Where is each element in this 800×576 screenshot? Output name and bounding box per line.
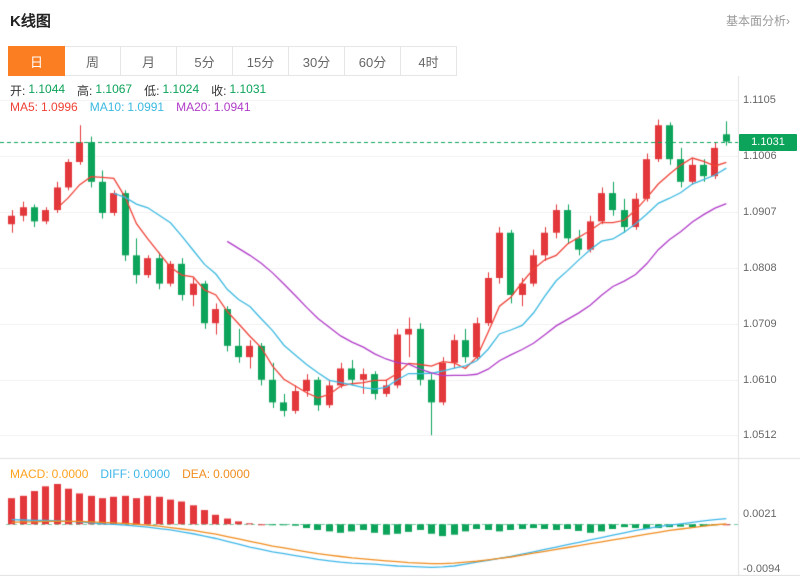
tab-month[interactable]: 月 bbox=[120, 46, 177, 76]
tab-week[interactable]: 周 bbox=[64, 46, 121, 76]
ma10-value: 1.0991 bbox=[127, 100, 165, 114]
high-label: 高: bbox=[77, 84, 93, 98]
diff-value-legend: DIFF: 0.0000 bbox=[100, 467, 170, 481]
dea-value-legend: DEA: 0.0000 bbox=[182, 467, 250, 481]
close-value: 1.1031 bbox=[229, 82, 267, 96]
high-pair: 高: 1.1067 bbox=[77, 82, 132, 99]
low-value: 1.1024 bbox=[162, 82, 200, 96]
high-value: 1.1067 bbox=[95, 82, 133, 96]
price-axis-label: 1.0512 bbox=[743, 429, 777, 442]
kline-canvas[interactable] bbox=[0, 76, 800, 576]
diff-value: 0.0000 bbox=[133, 467, 171, 481]
page-title: K线图 bbox=[10, 12, 51, 30]
tab-30min[interactable]: 30分 bbox=[288, 46, 345, 76]
tab-15min[interactable]: 15分 bbox=[232, 46, 289, 76]
current-price-tag: 1.1031 bbox=[739, 133, 797, 151]
ma20-value: 1.0941 bbox=[213, 100, 251, 114]
price-axis-label: 1.1105 bbox=[743, 93, 776, 106]
ma20-label: MA20: bbox=[176, 100, 211, 114]
timeframe-tabs: 日 周 月 5分 15分 30分 60分 4时 bbox=[8, 46, 800, 76]
close-label: 收: bbox=[211, 84, 227, 98]
dea-value: 0.0000 bbox=[213, 467, 250, 481]
open-pair: 开: 1.1044 bbox=[10, 82, 65, 99]
macd-axis-label: -0.0094 bbox=[743, 562, 781, 575]
macd-value-legend: MACD: 0.0000 bbox=[10, 467, 88, 481]
ma5-value: 1.0996 bbox=[41, 100, 78, 114]
chart-area: 开: 1.1044 高: 1.1067 低: 1.1024 收: 1.1031 … bbox=[0, 76, 800, 576]
macd-legend: MACD: 0.0000 DIFF: 0.0000 DEA: 0.0000 bbox=[10, 467, 250, 481]
ma5-legend: MA5: 1.0996 bbox=[10, 100, 78, 114]
ohlc-legend: 开: 1.1044 高: 1.1067 低: 1.1024 收: 1.1031 bbox=[10, 82, 266, 99]
tab-day[interactable]: 日 bbox=[8, 46, 65, 76]
dea-label: DEA: bbox=[182, 467, 211, 481]
price-axis-label: 1.0709 bbox=[743, 317, 777, 330]
ma-legend: MA5: 1.0996 MA10: 1.0991 MA20: 1.0941 bbox=[10, 100, 251, 114]
price-axis-label: 1.1006 bbox=[743, 149, 777, 162]
low-label: 低: bbox=[144, 84, 160, 98]
ma10-legend: MA10: 1.0991 bbox=[90, 100, 164, 114]
ma20-legend: MA20: 1.0941 bbox=[176, 100, 250, 114]
tab-60min[interactable]: 60分 bbox=[344, 46, 401, 76]
price-axis-label: 1.0610 bbox=[743, 373, 777, 386]
open-label: 开: bbox=[10, 84, 26, 98]
tab-4hour[interactable]: 4时 bbox=[400, 46, 457, 76]
tab-5min[interactable]: 5分 bbox=[176, 46, 233, 76]
ma10-label: MA10: bbox=[89, 100, 125, 114]
price-axis-label: 1.0907 bbox=[743, 205, 777, 218]
macd-label: MACD: bbox=[10, 467, 49, 481]
price-axis-label: 1.0808 bbox=[743, 261, 777, 274]
macd-axis-label: 0.0021 bbox=[743, 508, 777, 521]
header: K线图 基本面分析› bbox=[0, 0, 800, 40]
open-value: 1.1044 bbox=[28, 82, 66, 96]
fundamental-analysis-link[interactable]: 基本面分析› bbox=[726, 13, 790, 28]
ma5-label: MA5: bbox=[10, 100, 39, 114]
diff-label: DIFF: bbox=[100, 467, 131, 481]
close-pair: 收: 1.1031 bbox=[211, 82, 266, 99]
low-pair: 低: 1.1024 bbox=[144, 82, 199, 99]
macd-value: 0.0000 bbox=[51, 467, 89, 481]
